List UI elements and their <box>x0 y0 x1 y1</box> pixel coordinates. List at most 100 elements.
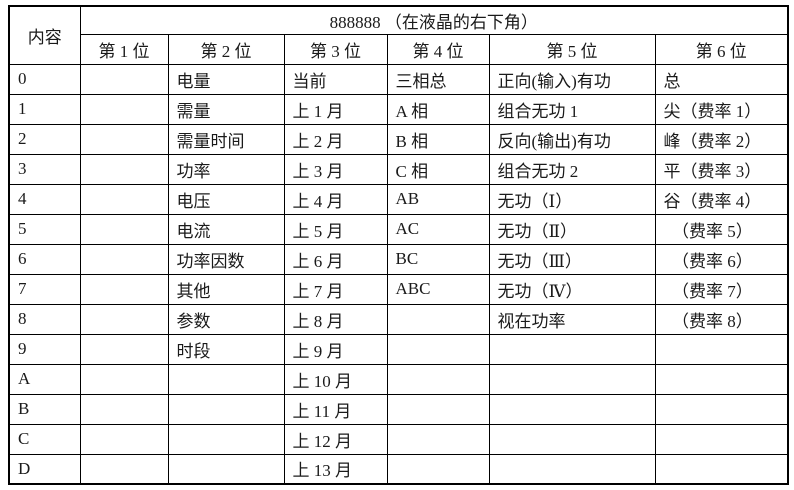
table-row: 7 其他上 7 月 ABC 无功（Ⅳ） （费率 7） <box>8 273 789 305</box>
table-cell: 上 13 月 <box>283 453 388 485</box>
table-cell <box>79 243 169 275</box>
table-cell <box>488 393 656 425</box>
table-cell: 无功（Ⅰ） <box>488 183 656 215</box>
table-cell: 无功（Ⅱ） <box>488 213 656 245</box>
table-cell <box>488 363 656 395</box>
table-cell <box>654 423 789 455</box>
table-cell: 上 9 月 <box>283 333 388 365</box>
table-row: D 上 13 月 <box>8 453 789 485</box>
table-cell: 平（费率 3） <box>654 153 789 185</box>
table-cell: 总 <box>654 63 789 95</box>
table-row: 9 时段上 9 月 <box>8 333 789 365</box>
table-cell: 上 5 月 <box>283 213 388 245</box>
row-key: 4 <box>8 183 81 215</box>
row-key: 5 <box>8 213 81 245</box>
table-cell <box>79 363 169 395</box>
row-key: A <box>8 363 81 395</box>
column-header: 第 6 位 <box>654 33 789 65</box>
table-cell: 电量 <box>167 63 285 95</box>
table-cell <box>386 453 490 485</box>
table-cell: 尖（费率 1） <box>654 93 789 125</box>
table-cell <box>167 453 285 485</box>
table-cell: 需量 <box>167 93 285 125</box>
table-cell: 反向(输出)有功 <box>488 123 656 155</box>
row-key: 6 <box>8 243 81 275</box>
table-cell <box>386 363 490 395</box>
table-cell: 三相总 <box>386 63 490 95</box>
table-cell: 上 6 月 <box>283 243 388 275</box>
table-cell: 上 2 月 <box>283 123 388 155</box>
table-cell <box>386 303 490 335</box>
table-cell <box>167 363 285 395</box>
table-cell: AB <box>386 183 490 215</box>
table-row: 6 功率因数上 6 月 BC 无功（Ⅲ） （费率 6） <box>8 243 789 275</box>
column-header: 第 5 位 <box>488 33 656 65</box>
table-cell: ABC <box>386 273 490 305</box>
table-cell: 电压 <box>167 183 285 215</box>
table-cell <box>79 393 169 425</box>
table-cell: （费率 7） <box>654 273 789 305</box>
table-cell: 上 1 月 <box>283 93 388 125</box>
column-header: 第 3 位 <box>283 33 388 65</box>
title-row: 内容 888888 （在液晶的右下角） <box>8 5 789 65</box>
row-key: 9 <box>8 333 81 365</box>
row-key: C <box>8 423 81 455</box>
table-cell <box>79 183 169 215</box>
row-key: 2 <box>8 123 81 155</box>
table-cell: 需量时间 <box>167 123 285 155</box>
table-cell: 无功（Ⅳ） <box>488 273 656 305</box>
column-header: 第 2 位 <box>167 33 285 65</box>
table-cell: 组合无功 1 <box>488 93 656 125</box>
table-cell <box>79 213 169 245</box>
table-cell: 谷（费率 4） <box>654 183 789 215</box>
table-row: A 上 10 月 <box>8 363 789 395</box>
table-cell: 正向(输入)有功 <box>488 63 656 95</box>
table-cell: 无功（Ⅲ） <box>488 243 656 275</box>
table-cell: 功率 <box>167 153 285 185</box>
row-key: 0 <box>8 63 81 95</box>
row-key: B <box>8 393 81 425</box>
table-cell <box>654 363 789 395</box>
table-row: 0 电量 当前 三相总 正向(输入)有功总 <box>8 63 789 95</box>
table-cell: 上 4 月 <box>283 183 388 215</box>
table-cell: 上 11 月 <box>283 393 388 425</box>
row-key: 3 <box>8 153 81 185</box>
table-cell: 上 8 月 <box>283 303 388 335</box>
table-cell <box>79 153 169 185</box>
table-cell: 参数 <box>167 303 285 335</box>
table-row: C 上 12 月 <box>8 423 789 455</box>
table-row: 8 参数上 8 月 视在功率 （费率 8） <box>8 303 789 335</box>
table-cell <box>386 423 490 455</box>
table-cell: 功率因数 <box>167 243 285 275</box>
table-cell: 电流 <box>167 213 285 245</box>
table-cell: B 相 <box>386 123 490 155</box>
corner-cell-label: 内容 <box>8 5 81 65</box>
row-key: D <box>8 453 81 485</box>
table-cell <box>654 333 789 365</box>
display-code-table: 内容 888888 （在液晶的右下角） 第 1 位第 2 位第 3 位第 4 位… <box>8 5 790 485</box>
table-title: 888888 （在液晶的右下角） <box>79 5 789 35</box>
column-header-row: 第 1 位第 2 位第 3 位第 4 位第 5 位第 6 位 <box>9 33 789 65</box>
table-cell <box>654 393 789 425</box>
table-cell: A 相 <box>386 93 490 125</box>
table-cell <box>167 423 285 455</box>
table-cell <box>488 333 656 365</box>
row-key: 1 <box>8 93 81 125</box>
table-cell <box>79 273 169 305</box>
table-cell <box>488 423 656 455</box>
table-cell: C 相 <box>386 153 490 185</box>
table-cell: 峰（费率 2） <box>654 123 789 155</box>
table-cell <box>79 63 169 95</box>
table-cell: 上 12 月 <box>283 423 388 455</box>
column-header: 第 1 位 <box>79 33 169 65</box>
table-cell <box>79 333 169 365</box>
table-cell: 上 7 月 <box>283 273 388 305</box>
table-cell: 视在功率 <box>488 303 656 335</box>
table-cell <box>386 393 490 425</box>
table-cell: 时段 <box>167 333 285 365</box>
